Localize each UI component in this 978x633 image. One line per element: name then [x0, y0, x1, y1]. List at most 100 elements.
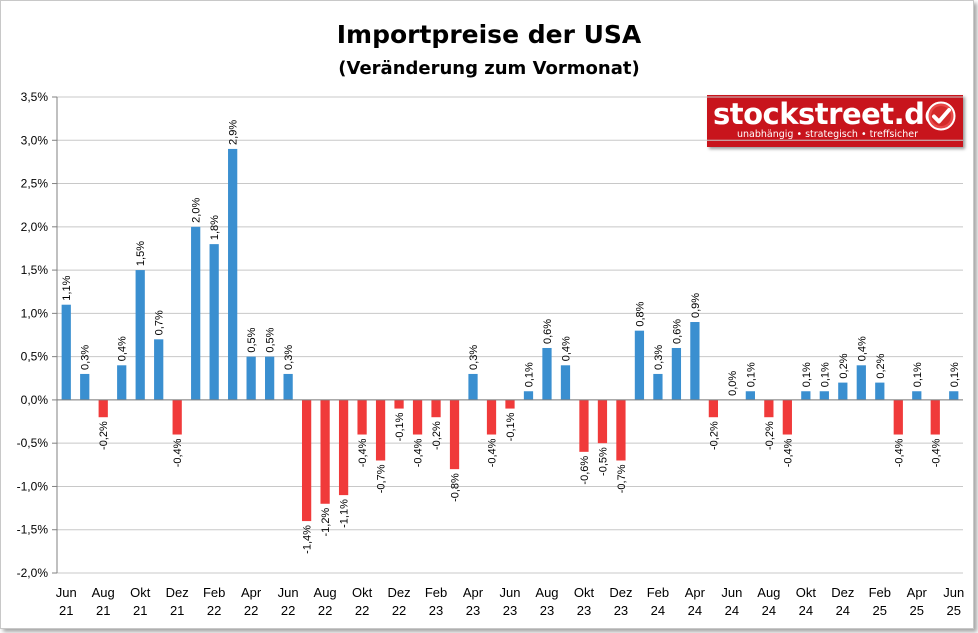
bar — [560, 365, 571, 400]
y-tick-label: 2,0% — [21, 220, 49, 234]
bar — [930, 399, 940, 435]
data-label: 0,3% — [283, 345, 295, 370]
x-tick-label: Jun 25 — [943, 585, 964, 618]
bar — [523, 391, 534, 400]
bar — [61, 304, 71, 400]
data-label: -0,1% — [394, 412, 406, 441]
bar — [301, 399, 312, 522]
bar — [449, 399, 460, 470]
bar — [209, 244, 219, 400]
data-label: 2,0% — [191, 198, 203, 223]
x-axis-ticks: Jun 21 Aug 21 Okt 21 Dez 21 Feb 22 Apr 22 Jun 22 Aug 22… — [56, 585, 964, 618]
bars — [61, 148, 959, 522]
x-tick-label: Jun 24 — [721, 585, 742, 618]
bar — [782, 399, 792, 435]
x-tick-label: Okt 22 — [352, 585, 373, 618]
data-label: -0,8% — [450, 473, 462, 502]
y-tick-label: 0,0% — [21, 393, 49, 407]
data-label: -0,4% — [413, 438, 425, 467]
x-tick-label: Feb 23 — [425, 585, 447, 618]
bar — [708, 399, 719, 418]
data-label: -0,7% — [616, 464, 628, 493]
bar — [357, 399, 367, 435]
bar — [764, 399, 774, 418]
bar — [246, 356, 256, 400]
bar — [505, 399, 515, 409]
x-tick-label: Apr 24 — [685, 585, 706, 618]
bar — [98, 399, 108, 418]
x-tick-label: Okt 23 — [574, 585, 595, 618]
data-label: -0,4% — [357, 438, 369, 467]
data-label: 0,1% — [949, 362, 961, 387]
x-tick-label: Jun 22 — [278, 585, 299, 618]
data-label: -0,7% — [376, 464, 388, 493]
bar — [819, 391, 829, 400]
logo-text: stockstreet.de — [713, 97, 944, 131]
data-label: -0,4% — [930, 438, 942, 467]
x-tick-label: Aug 24 — [757, 585, 780, 618]
y-tick-label: -0,5% — [17, 436, 49, 450]
bar — [375, 399, 386, 461]
data-label: -0,4% — [782, 438, 794, 467]
data-label: 0,0% — [727, 371, 739, 396]
data-label: 1,5% — [135, 241, 147, 266]
bar — [431, 399, 441, 418]
data-label: 0,1% — [801, 362, 813, 387]
bar — [579, 399, 589, 452]
x-tick-label: Feb 24 — [647, 585, 669, 618]
data-label: 0,1% — [523, 362, 535, 387]
data-label: -1,2% — [320, 508, 332, 537]
y-tick-label: -1,0% — [17, 479, 49, 493]
data-label: 0,3% — [653, 345, 665, 370]
bar — [856, 365, 866, 400]
data-label: -0,4% — [172, 438, 184, 467]
x-tick-label: Dez 22 — [387, 585, 410, 618]
bar — [283, 373, 293, 400]
stockstreet-logo: stockstreet.de unabhängig • strategisch … — [707, 95, 963, 147]
data-label: -0,4% — [893, 438, 905, 467]
x-tick-label: Dez 24 — [831, 585, 854, 618]
data-labels: 1,1% 0,3% -0,2% 0,4% 1,5% 0,7% -0,4% 2,0% 1,8% 2,… — [61, 120, 961, 554]
x-tick-label: Apr 22 — [241, 585, 262, 618]
data-label: 0,9% — [690, 293, 702, 318]
data-label: -0,5% — [597, 447, 609, 476]
y-tick-label: 1,0% — [21, 306, 49, 320]
data-label: 0,6% — [542, 319, 554, 344]
logo-tagline: unabhängig • strategisch • treffsicher — [737, 129, 918, 140]
data-label: 0,5% — [246, 327, 258, 352]
bar — [653, 373, 663, 400]
data-label: -1,1% — [339, 499, 351, 528]
data-label: 0,1% — [819, 362, 831, 387]
bar — [191, 226, 201, 400]
data-label: -0,2% — [98, 421, 110, 450]
y-tick-label: 0,5% — [21, 350, 49, 364]
data-label: 0,2% — [838, 353, 850, 378]
bar — [875, 382, 885, 400]
checkmark-icon — [926, 101, 956, 131]
chart-title: Importpreise der USA — [336, 20, 642, 49]
data-label: -0,2% — [431, 421, 443, 450]
bar — [172, 399, 182, 435]
data-label: 0,4% — [560, 336, 572, 361]
data-label: 0,1% — [745, 362, 757, 387]
x-tick-label: Dez 23 — [609, 585, 632, 618]
data-label: -0,4% — [487, 438, 499, 467]
y-tick-label: 2,5% — [21, 177, 49, 191]
bar — [838, 382, 848, 400]
bar — [80, 373, 90, 400]
bar — [154, 339, 164, 400]
data-label: 0,2% — [875, 353, 887, 378]
bar — [634, 330, 645, 400]
data-label: 2,9% — [228, 120, 240, 145]
bar — [690, 322, 700, 400]
chart-subtitle: (Veränderung zum Vormonat) — [338, 58, 640, 79]
data-label: -0,6% — [579, 456, 591, 485]
bar — [542, 347, 552, 400]
bar — [228, 148, 238, 400]
bar — [486, 399, 497, 435]
y-tick-label: -1,5% — [17, 523, 49, 537]
bar — [394, 399, 404, 409]
data-label: 0,3% — [468, 345, 480, 370]
data-label: 0,4% — [856, 336, 868, 361]
